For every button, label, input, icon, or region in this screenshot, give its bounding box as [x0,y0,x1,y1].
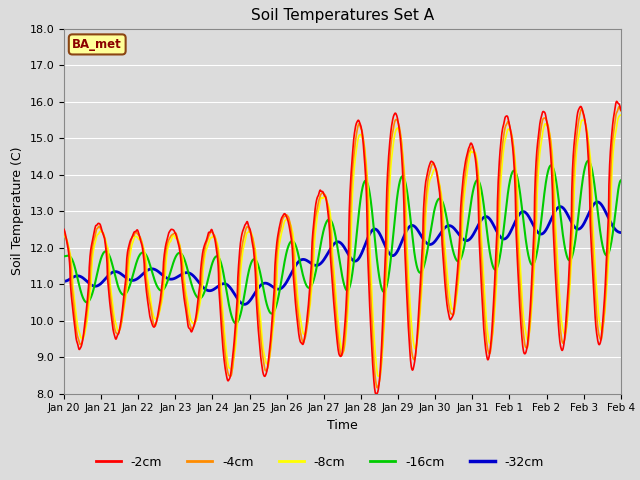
Line: -32cm: -32cm [64,202,621,304]
-8cm [378,365,385,371]
-8cm [308,285,316,290]
-32cm [308,261,316,267]
-2cm [296,338,304,344]
-32cm [241,301,248,307]
Line: -4cm: -4cm [64,107,621,388]
-2cm [126,240,134,245]
Text: BA_met: BA_met [72,38,122,51]
-8cm [616,112,624,118]
-8cm [126,255,134,261]
-8cm [296,314,304,320]
-16cm [378,284,385,290]
-32cm [617,230,625,236]
-4cm [60,230,68,236]
Title: Soil Temperatures Set A: Soil Temperatures Set A [251,9,434,24]
-2cm [617,107,625,113]
-2cm [308,248,316,253]
-2cm [613,98,621,104]
-16cm [232,321,240,326]
-32cm [297,257,305,263]
-16cm [308,281,316,287]
-16cm [60,253,68,259]
X-axis label: Time: Time [327,419,358,432]
-32cm [126,277,134,283]
-16cm [584,158,592,164]
-4cm [103,249,111,254]
-4cm [615,104,623,109]
-32cm [60,278,68,284]
-32cm [593,199,601,205]
-16cm [103,249,111,255]
-8cm [318,195,326,201]
-8cm [617,112,625,118]
Line: -16cm: -16cm [64,161,621,324]
-16cm [318,234,326,240]
-4cm [126,244,134,250]
-16cm [126,283,134,288]
-16cm [297,262,305,268]
Line: -8cm: -8cm [64,115,621,376]
-8cm [103,243,111,249]
-32cm [103,274,111,280]
-4cm [318,191,326,196]
-2cm [378,350,385,356]
-4cm [617,108,625,114]
Y-axis label: Soil Temperature (C): Soil Temperature (C) [11,147,24,276]
-16cm [617,178,625,183]
-8cm [375,373,383,379]
-2cm [103,261,111,267]
-2cm [318,189,326,194]
-4cm [296,328,304,334]
Legend: -2cm, -4cm, -8cm, -16cm, -32cm: -2cm, -4cm, -8cm, -16cm, -32cm [91,451,549,474]
-4cm [308,272,316,277]
-8cm [60,231,68,237]
-4cm [378,362,385,368]
-32cm [318,259,326,265]
-32cm [378,234,385,240]
Line: -2cm: -2cm [64,101,621,394]
-2cm [60,227,68,232]
-2cm [372,391,380,396]
-4cm [373,385,381,391]
